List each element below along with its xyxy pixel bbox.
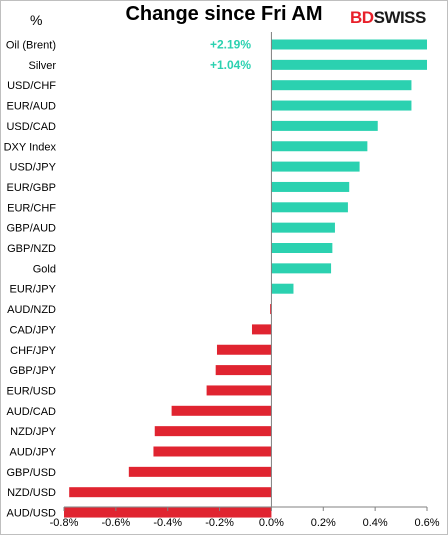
category-label-nzd-usd: NZD/USD xyxy=(7,487,56,499)
category-label-eur-jpy: EUR/JPY xyxy=(10,284,57,296)
bar-aud-jpy xyxy=(153,446,272,457)
bar-eur-gbp xyxy=(271,181,350,192)
category-label-usd-jpy: USD/JPY xyxy=(10,162,57,174)
bar-aud-usd xyxy=(64,507,272,518)
bar-usd-chf xyxy=(271,80,412,91)
bar-nzd-jpy xyxy=(154,426,272,437)
category-label-eur-chf: EUR/CHF xyxy=(7,202,56,214)
category-label-aud-cad: AUD/CAD xyxy=(6,406,56,418)
category-label-aud-jpy: AUD/JPY xyxy=(10,447,57,459)
category-label-eur-aud: EUR/AUD xyxy=(6,101,56,113)
bar-usd-jpy xyxy=(271,161,360,172)
category-label-usd-cad: USD/CAD xyxy=(6,121,56,133)
bar-aud-cad xyxy=(171,405,272,416)
category-label-oil-brent: Oil (Brent) xyxy=(6,40,56,52)
bar-cad-jpy xyxy=(251,324,272,335)
x-tick-label: 0.6% xyxy=(414,517,439,529)
brand-logo-suffix: SWISS xyxy=(373,8,427,27)
bar-gold xyxy=(271,263,332,274)
category-label-cad-jpy: CAD/JPY xyxy=(10,324,57,336)
x-tick-label: -0.6% xyxy=(101,517,130,529)
bar-chf-jpy xyxy=(216,344,272,355)
bar-usd-cad xyxy=(271,120,378,131)
category-label-aud-nzd: AUD/NZD xyxy=(7,304,56,316)
bar-gbp-jpy xyxy=(215,365,272,376)
category-label-gbp-aud: GBP/AUD xyxy=(6,223,56,235)
category-label-gold: Gold xyxy=(33,263,56,275)
category-label-gbp-jpy: GBP/JPY xyxy=(10,365,57,377)
x-tick-label: 0.0% xyxy=(259,517,284,529)
category-label-eur-gbp: EUR/GBP xyxy=(6,182,56,194)
category-label-chf-jpy: CHF/JPY xyxy=(10,345,57,357)
category-label-aud-usd: AUD/USD xyxy=(6,508,56,520)
unit-label: % xyxy=(30,12,43,28)
annotation-silver: +1.04% xyxy=(210,58,251,72)
category-label-gbp-nzd: GBP/NZD xyxy=(7,243,56,255)
bar-silver xyxy=(271,59,427,70)
category-label-nzd-jpy: NZD/JPY xyxy=(10,426,57,438)
bar-eur-usd xyxy=(206,385,272,396)
category-label-gbp-usd: GBP/USD xyxy=(6,467,56,479)
brand-logo-prefix: BD xyxy=(350,8,374,27)
bar-dxy-index xyxy=(271,141,368,152)
category-label-dxy-index: DXY Index xyxy=(4,141,57,153)
category-label-silver: Silver xyxy=(28,60,56,72)
bar-eur-jpy xyxy=(271,283,294,294)
x-tick-label: -0.4% xyxy=(153,517,182,529)
x-tick-label: -0.2% xyxy=(205,517,234,529)
annotation-oil-brent: +2.19% xyxy=(210,38,251,52)
bar-eur-chf xyxy=(271,202,348,213)
bar-gbp-usd xyxy=(128,466,272,477)
x-tick-label: 0.2% xyxy=(311,517,336,529)
bar-gbp-aud xyxy=(271,222,335,233)
x-tick-label: 0.4% xyxy=(363,517,388,529)
category-label-eur-usd: EUR/USD xyxy=(6,385,56,397)
chart-title: Change since Fri AM xyxy=(125,3,323,25)
bar-gbp-nzd xyxy=(271,243,333,253)
bar-nzd-usd xyxy=(69,487,272,498)
x-tick-label: -0.8% xyxy=(50,517,79,529)
brand-logo: BDSWISS xyxy=(350,8,426,28)
bar-aud-nzd xyxy=(270,304,272,315)
bar-eur-aud xyxy=(271,100,412,111)
bar-oil-brent xyxy=(271,39,427,50)
category-label-usd-chf: USD/CHF xyxy=(7,80,56,92)
